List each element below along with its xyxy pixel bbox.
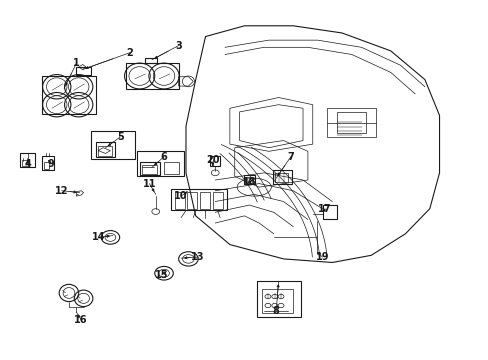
- Bar: [140, 162, 160, 175]
- Bar: [274, 173, 288, 182]
- Bar: [327, 108, 375, 137]
- Bar: [91, 131, 135, 159]
- Text: 1: 1: [73, 58, 80, 68]
- Bar: [20, 153, 35, 167]
- Text: 7: 7: [287, 152, 294, 162]
- Bar: [256, 281, 300, 317]
- Bar: [98, 145, 112, 156]
- Bar: [261, 289, 293, 313]
- Bar: [272, 170, 292, 184]
- Bar: [187, 192, 197, 209]
- Bar: [43, 162, 49, 169]
- Bar: [163, 162, 178, 174]
- Text: 8: 8: [272, 306, 279, 316]
- Bar: [210, 156, 220, 166]
- Text: 18: 18: [242, 177, 256, 187]
- Bar: [137, 151, 183, 176]
- Text: 6: 6: [161, 152, 167, 162]
- Bar: [96, 142, 115, 157]
- Bar: [174, 192, 184, 209]
- Text: 9: 9: [47, 159, 54, 169]
- Text: 19: 19: [315, 252, 328, 262]
- Text: 10: 10: [174, 191, 187, 201]
- Bar: [171, 189, 227, 211]
- Text: 14: 14: [91, 232, 105, 242]
- Bar: [76, 67, 91, 75]
- Bar: [243, 175, 255, 184]
- Text: 2: 2: [126, 48, 133, 58]
- Bar: [322, 205, 336, 220]
- Bar: [244, 177, 252, 183]
- Text: 16: 16: [74, 315, 88, 325]
- Bar: [200, 192, 209, 209]
- Text: 13: 13: [191, 252, 204, 262]
- Text: 15: 15: [155, 270, 168, 280]
- Text: 5: 5: [117, 132, 123, 142]
- Text: 4: 4: [24, 159, 31, 169]
- Text: 12: 12: [55, 186, 68, 196]
- Bar: [21, 160, 28, 166]
- Bar: [42, 156, 54, 170]
- Bar: [142, 165, 157, 174]
- Text: 11: 11: [142, 179, 156, 189]
- Text: 20: 20: [205, 155, 219, 165]
- Text: 3: 3: [175, 41, 182, 50]
- Bar: [212, 192, 222, 209]
- Bar: [336, 112, 366, 134]
- Text: 17: 17: [318, 204, 331, 214]
